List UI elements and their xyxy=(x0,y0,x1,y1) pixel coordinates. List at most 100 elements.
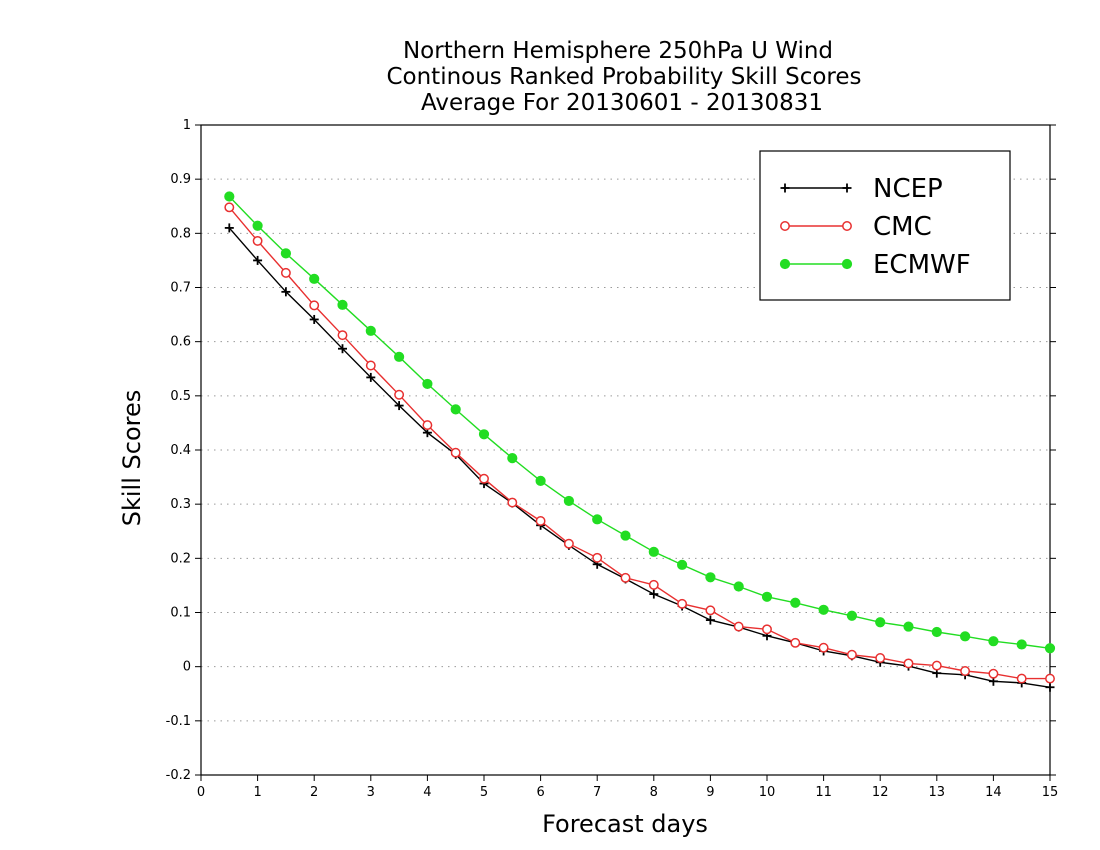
x-tick-label: 0 xyxy=(197,785,205,800)
data-point-cmc xyxy=(337,330,348,341)
x-tick-label: 13 xyxy=(929,785,946,800)
data-point-cmc xyxy=(733,621,744,632)
x-tick-label: 4 xyxy=(423,785,431,800)
data-point-cmc xyxy=(620,572,631,583)
x-axis: 0 1 2 3 4 5 6 7 8 9 10 11 12 13 14 15 xyxy=(197,775,1058,800)
y-tick-label: 0.6 xyxy=(170,335,191,350)
data-point-cmc xyxy=(705,605,716,616)
data-point-cmc xyxy=(479,473,489,484)
data-point-cmc xyxy=(535,516,546,526)
data-point-cmc xyxy=(592,552,603,563)
data-point-ecmwf xyxy=(365,325,376,336)
x-axis-label: Forecast days xyxy=(542,810,708,838)
data-point-ecmwf xyxy=(761,591,773,602)
x-tick-label: 11 xyxy=(815,785,832,800)
data-point-ncep xyxy=(394,401,404,411)
x-tick-label: 3 xyxy=(367,785,375,800)
legend-marker-cmc xyxy=(780,221,790,231)
data-point-ncep xyxy=(281,287,291,297)
data-point-ncep xyxy=(1045,682,1055,692)
data-point-ecmwf xyxy=(790,597,801,608)
data-point-cmc xyxy=(846,649,857,660)
data-point-ecmwf xyxy=(450,404,461,415)
legend-item-cmc: CMC xyxy=(780,212,932,242)
data-point-ncep xyxy=(309,314,319,324)
x-tick-label: 2 xyxy=(310,785,318,800)
data-point-ecmwf xyxy=(733,581,744,592)
data-point-cmc xyxy=(224,202,235,213)
data-point-cmc xyxy=(563,538,574,549)
series-cmc xyxy=(224,202,1055,684)
data-point-cmc xyxy=(818,642,829,653)
x-tick-label: 1 xyxy=(253,785,261,800)
data-point-ncep xyxy=(649,589,659,599)
data-point-cmc xyxy=(875,653,886,663)
data-point-ecmwf xyxy=(620,530,631,541)
x-tick-label: 10 xyxy=(759,785,776,800)
data-point-ncep xyxy=(224,223,234,233)
data-point-cmc xyxy=(1045,673,1055,684)
series-lines xyxy=(224,191,1056,692)
x-tick-label: 9 xyxy=(706,785,714,800)
data-point-cmc xyxy=(677,598,688,609)
legend-label-ecmwf: ECMWF xyxy=(873,250,971,280)
legend-marker-ncep xyxy=(842,183,852,193)
legend-marker-ncep xyxy=(780,183,790,193)
chart-title-line-3: Average For 20130601 - 20130831 xyxy=(421,90,823,116)
x-tick-label: 8 xyxy=(650,785,658,800)
data-point-cmc xyxy=(762,624,772,635)
legend-item-ecmwf: ECMWF xyxy=(779,250,971,280)
data-point-ncep xyxy=(253,255,263,265)
data-point-cmc xyxy=(450,447,461,458)
data-point-ecmwf xyxy=(818,604,829,615)
data-point-cmc xyxy=(960,666,971,676)
data-point-ecmwf xyxy=(705,572,716,583)
data-point-cmc xyxy=(903,658,914,669)
data-point-ecmwf xyxy=(648,546,659,557)
data-point-ncep xyxy=(338,344,347,354)
legend-item-ncep: NCEP xyxy=(780,174,943,204)
chart-title: Northern Hemisphere 250hPa U Wind Contin… xyxy=(386,38,861,116)
data-point-ecmwf xyxy=(309,273,320,284)
x-tick-label: 12 xyxy=(872,785,889,800)
data-point-ecmwf xyxy=(1016,639,1027,650)
x-tick-label: 15 xyxy=(1042,785,1059,800)
data-point-ecmwf xyxy=(535,475,546,486)
x-tick-label: 5 xyxy=(480,785,488,800)
data-point-cmc xyxy=(988,668,999,679)
x-tick-label: 6 xyxy=(536,785,544,800)
y-tick-label: 0.9 xyxy=(170,172,191,187)
data-point-ecmwf xyxy=(875,617,886,628)
data-point-ecmwf xyxy=(252,220,263,231)
data-point-ecmwf xyxy=(507,453,518,464)
data-point-ncep xyxy=(366,372,376,382)
x-tick-label: 14 xyxy=(985,785,1002,800)
data-point-ecmwf xyxy=(903,621,914,632)
y-axis: -0.2 -0.1 0 0.1 0.2 0.3 0.4 0.5 0.6 0.7 0.8 0.9 1 xyxy=(166,118,1056,783)
data-point-ecmwf xyxy=(988,636,999,647)
data-point-cmc xyxy=(394,389,405,400)
legend-marker-ecmwf xyxy=(841,258,853,270)
data-point-ecmwf xyxy=(677,559,688,570)
chart-title-line-1: Northern Hemisphere 250hPa U Wind xyxy=(403,38,833,64)
data-point-ecmwf xyxy=(337,299,348,310)
y-tick-label: 0.3 xyxy=(170,497,191,512)
legend-marker-ecmwf xyxy=(779,258,791,270)
data-point-cmc xyxy=(507,497,518,508)
y-tick-label: 0.2 xyxy=(170,551,191,566)
data-point-ecmwf xyxy=(422,378,433,390)
data-point-cmc xyxy=(252,235,263,246)
legend-label-ncep: NCEP xyxy=(873,174,943,204)
data-point-cmc xyxy=(422,420,433,431)
y-tick-label: 0.5 xyxy=(170,389,191,404)
legend-label-cmc: CMC xyxy=(873,212,932,242)
series-line-ncep xyxy=(228,227,1051,688)
data-point-ncep xyxy=(705,615,715,625)
y-tick-label: 0.8 xyxy=(170,226,191,241)
y-tick-label: 1 xyxy=(183,118,191,133)
data-point-ecmwf xyxy=(960,631,971,642)
series-ecmwf xyxy=(224,191,1056,654)
data-point-ecmwf xyxy=(394,351,405,362)
data-point-cmc xyxy=(309,300,320,311)
